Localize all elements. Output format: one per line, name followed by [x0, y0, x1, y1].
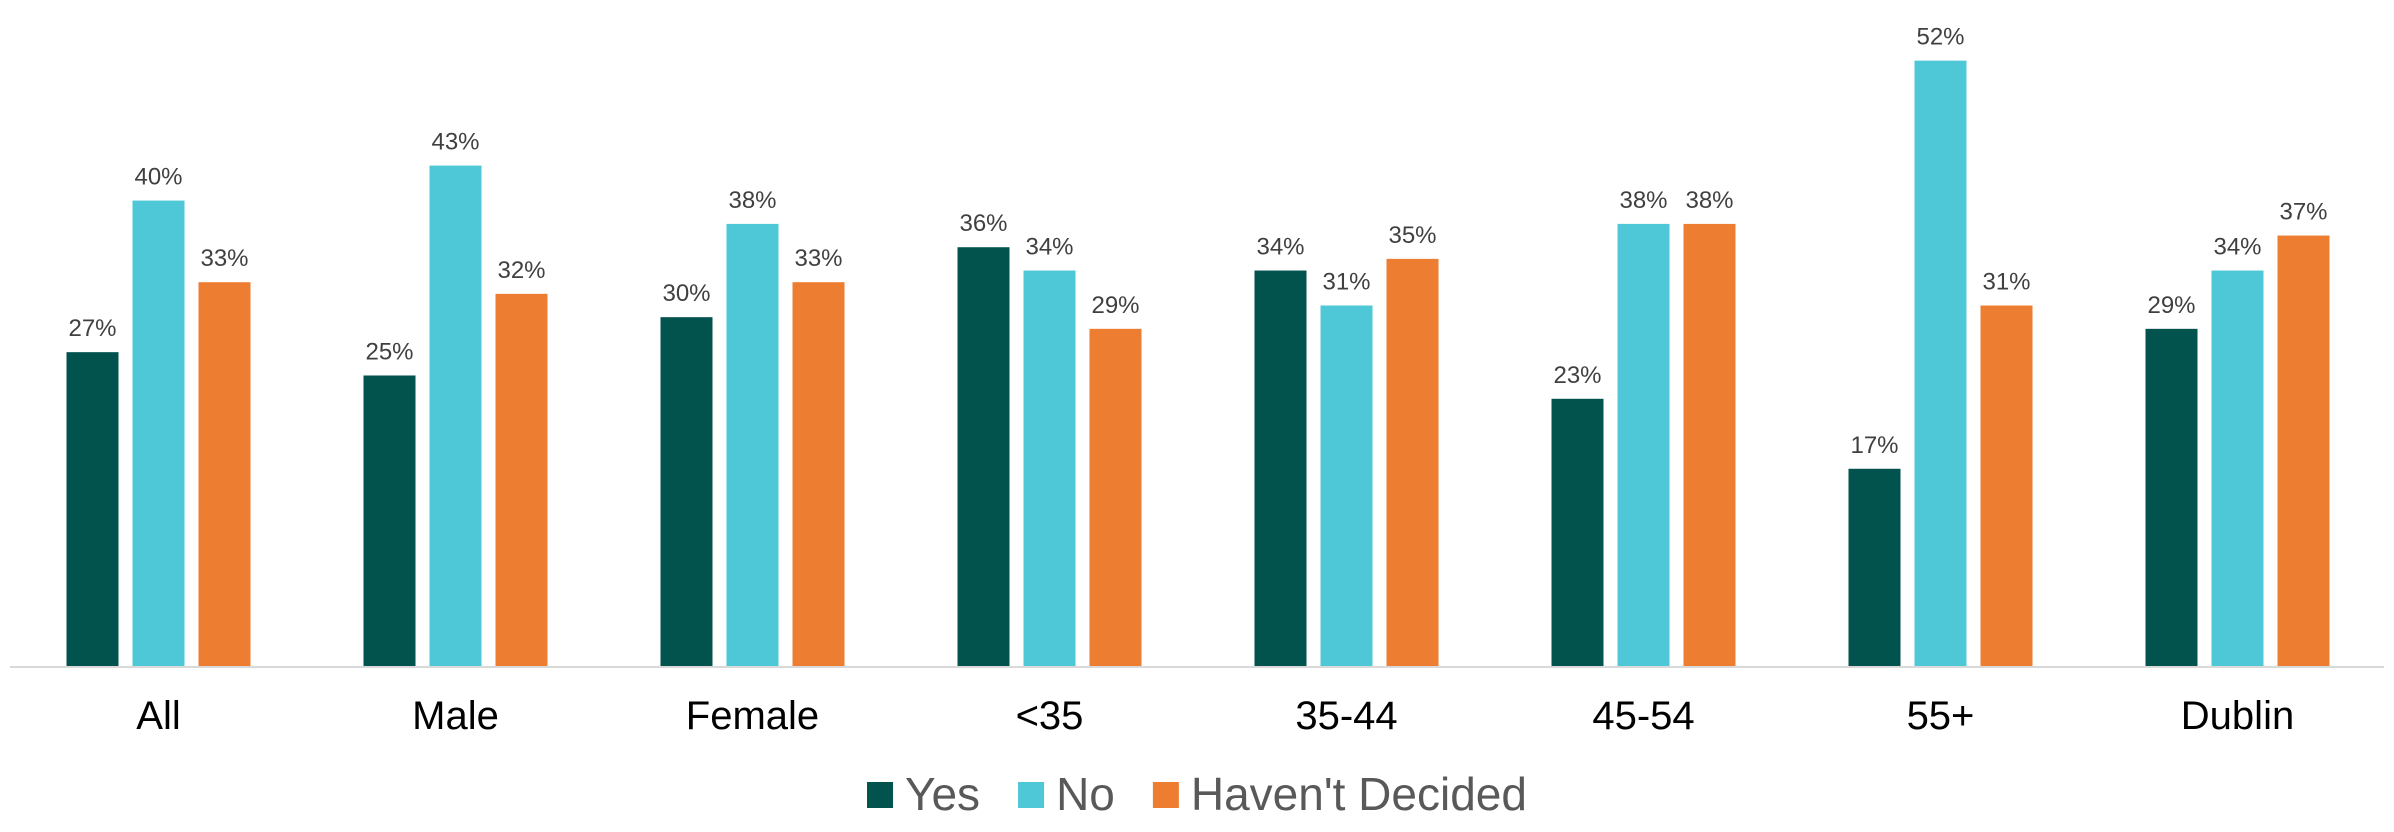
data-label-haven-t-decided-55: 31%	[1982, 269, 2030, 296]
legend-swatch-haven-t-decided	[1152, 782, 1179, 808]
bar-no-35-44	[1320, 305, 1373, 667]
data-label-no-55: 52%	[1916, 24, 1964, 51]
legend-item-yes: Yes	[867, 768, 980, 820]
bar-yes-35-44	[1254, 270, 1307, 667]
data-label-haven-t-decided-35: 29%	[1091, 292, 1139, 319]
data-label-yes-all: 27%	[68, 315, 116, 342]
bar-haven-t-decided-55	[1980, 305, 2033, 667]
x-axis-label: Male	[412, 694, 499, 738]
x-axis-label: 45-54	[1592, 694, 1694, 738]
bar-yes-55	[1848, 468, 1901, 667]
data-label-haven-t-decided-35-44: 35%	[1388, 222, 1436, 249]
bar-haven-t-decided-35-44	[1386, 258, 1439, 667]
data-label-yes-55: 17%	[1850, 432, 1898, 459]
x-axis-label: Dublin	[2181, 694, 2294, 738]
data-label-haven-t-decided-male: 32%	[497, 257, 545, 284]
legend-item-no: No	[1018, 768, 1115, 820]
legend-item-haven-t-decided: Haven't Decided	[1152, 768, 1527, 820]
bar-yes-male	[363, 375, 416, 667]
x-axis-labels: All Male Female <35 35-44 45-54 55+ Dublin	[136, 694, 2294, 738]
data-label-yes-35: 36%	[959, 210, 1007, 237]
bar-no-dublin	[2211, 270, 2264, 667]
bar-yes-45-54	[1551, 398, 1604, 667]
bar-haven-t-decided-female	[792, 282, 845, 667]
x-axis-label: All	[136, 694, 180, 738]
data-label-yes-male: 25%	[365, 338, 413, 365]
bar-haven-t-decided-dublin	[2277, 235, 2330, 667]
bar-no-all	[132, 200, 185, 668]
data-label-no-male: 43%	[431, 129, 479, 156]
bar-haven-t-decided-45-54	[1683, 223, 1736, 667]
data-label-haven-t-decided-all: 33%	[200, 245, 248, 272]
bar-yes-dublin	[2145, 328, 2198, 667]
data-label-yes-dublin: 29%	[2147, 292, 2195, 319]
data-label-no-all: 40%	[134, 164, 182, 191]
legend-label-haven-t-decided: Haven't Decided	[1191, 768, 1527, 820]
legend-label-no: No	[1056, 768, 1115, 820]
bar-no-male	[429, 165, 482, 667]
data-label-no-35-44: 31%	[1322, 269, 1370, 296]
x-axis-label: 35-44	[1295, 694, 1397, 738]
data-label-yes-35-44: 34%	[1256, 234, 1304, 261]
bar-no-45-54	[1617, 223, 1670, 667]
bar-no-35	[1023, 270, 1076, 667]
legend: Yes No Haven't Decided	[867, 768, 1527, 820]
bar-haven-t-decided-male	[495, 293, 548, 667]
data-label-haven-t-decided-dublin: 37%	[2279, 199, 2327, 226]
data-labels-layer: 27% 40% 33% 25% 43% 32% 30% 38% 33% 36% 34% 29% 34% 3…	[68, 24, 2327, 459]
data-label-haven-t-decided-female: 33%	[794, 245, 842, 272]
x-axis-label: Female	[686, 694, 819, 738]
data-label-no-45-54: 38%	[1619, 187, 1667, 214]
data-label-no-35: 34%	[1025, 234, 1073, 261]
legend-label-yes: Yes	[905, 768, 980, 820]
data-label-no-female: 38%	[728, 187, 776, 214]
data-label-yes-45-54: 23%	[1553, 362, 1601, 389]
bar-no-55	[1914, 60, 1967, 667]
legend-swatch-yes	[867, 782, 894, 808]
x-axis-label: 55+	[1907, 694, 1975, 738]
bar-yes-35	[957, 247, 1010, 667]
bar-haven-t-decided-all	[198, 282, 251, 667]
x-axis-label: <35	[1016, 694, 1084, 738]
legend-swatch-no	[1018, 782, 1045, 808]
data-label-yes-female: 30%	[662, 280, 710, 307]
bar-yes-all	[66, 352, 119, 667]
data-label-no-dublin: 34%	[2213, 234, 2261, 261]
data-label-haven-t-decided-45-54: 38%	[1685, 187, 1733, 214]
bar-haven-t-decided-35	[1089, 328, 1142, 667]
bars-layer	[66, 60, 2330, 668]
bar-yes-female	[660, 317, 713, 667]
bar-no-female	[726, 223, 779, 667]
